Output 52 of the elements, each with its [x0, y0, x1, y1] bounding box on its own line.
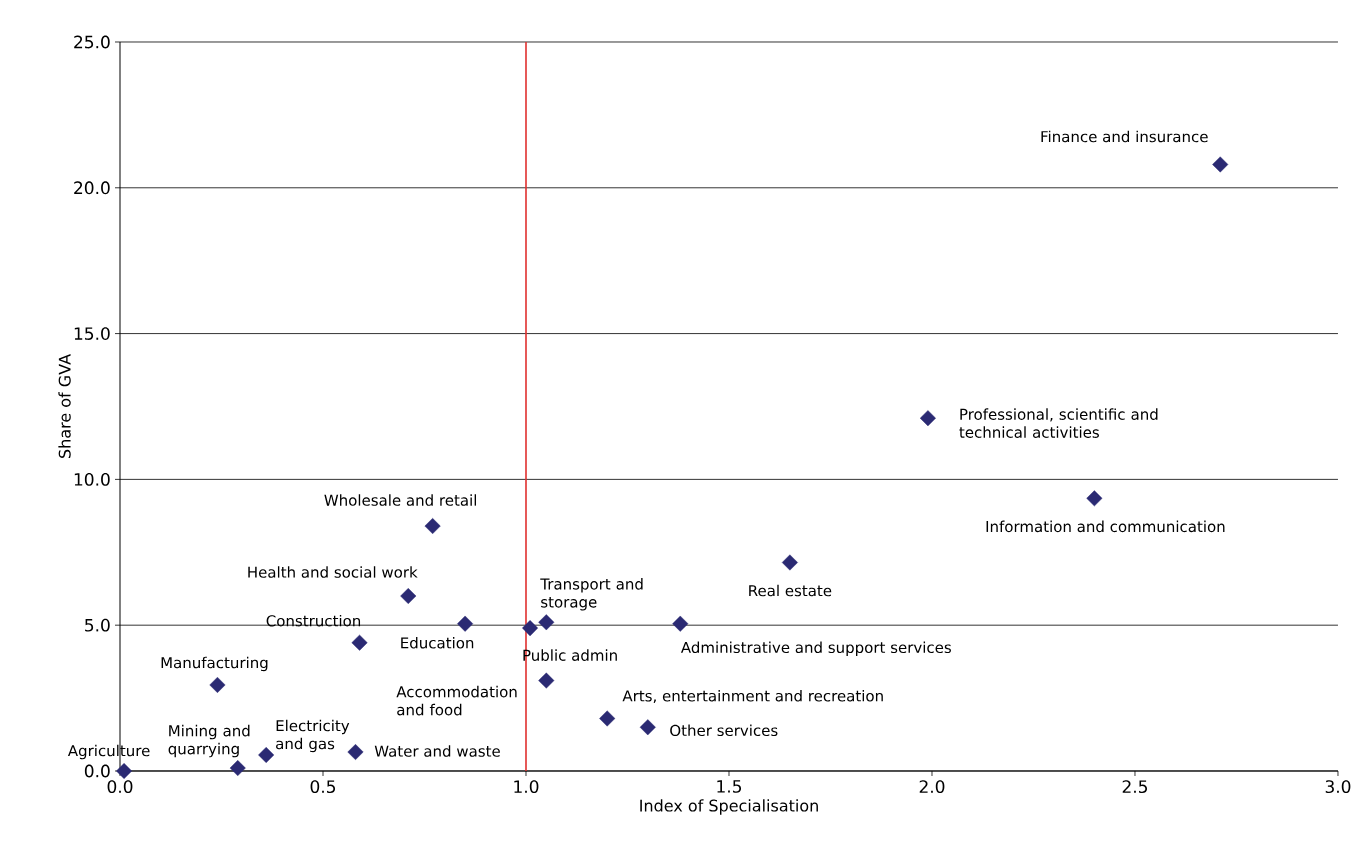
annotation: Finance and insurance	[1041, 130, 1208, 143]
point	[599, 710, 616, 727]
point	[229, 760, 246, 777]
x-tick-label: 2.5	[1122, 780, 1148, 794]
annotation: Health and social work	[248, 566, 418, 578]
point	[457, 615, 474, 632]
point	[209, 676, 226, 693]
x-tick-label: 1.0	[514, 780, 539, 794]
annotation: Construction	[266, 614, 361, 627]
annotation: Professional, scientific and technical activities	[959, 408, 1158, 438]
point	[781, 554, 798, 571]
annotation: Arts, entertainment and recreation	[622, 689, 883, 704]
annotation: Information and communication	[986, 520, 1225, 533]
x-axis-title: Index of Specialisation	[640, 799, 818, 815]
annotation: Other services	[670, 724, 778, 737]
annotation: Mining and quarrying	[168, 724, 250, 758]
annotation: Administrative and support services	[680, 641, 951, 656]
annotation: Manufacturing	[161, 656, 268, 672]
y-tick-label: 20.0	[74, 181, 110, 195]
annotation: Electricity and gas	[276, 719, 350, 753]
x-tick-label: 1.5	[717, 780, 742, 793]
point	[639, 719, 656, 736]
point	[672, 615, 689, 632]
annotation: Transport and storage	[540, 578, 643, 611]
x-tick-label: 2.0	[919, 780, 945, 794]
point	[538, 672, 555, 689]
annotation: Agriculture	[67, 744, 150, 760]
point	[538, 614, 555, 631]
point	[351, 634, 368, 651]
point	[1086, 490, 1103, 507]
y-tick-label: 5.0	[85, 618, 110, 632]
x-tick-label: 0.5	[310, 780, 336, 794]
annotation: Real estate	[749, 584, 832, 597]
y-tick-label: 10.0	[74, 472, 110, 486]
point	[400, 588, 417, 605]
point	[1212, 156, 1229, 173]
x-tick-label: 3.0	[1325, 780, 1351, 794]
point	[258, 746, 275, 763]
x-tick-label: 0.0	[107, 780, 133, 794]
y-axis-title: Share of GVA	[58, 354, 71, 458]
y-tick-label: 15.0	[74, 327, 110, 341]
annotation: Education	[401, 636, 474, 649]
point	[347, 744, 364, 761]
point	[919, 410, 936, 427]
annotation: Accommodation and food	[396, 685, 517, 716]
annotation: Wholesale and retail	[324, 494, 477, 506]
point	[424, 518, 441, 535]
point	[116, 763, 133, 779]
annotation: Water and waste	[374, 745, 500, 757]
y-tick-label: 25.0	[74, 35, 110, 49]
point	[522, 620, 539, 637]
y-tick-label: 0.0	[84, 764, 110, 778]
